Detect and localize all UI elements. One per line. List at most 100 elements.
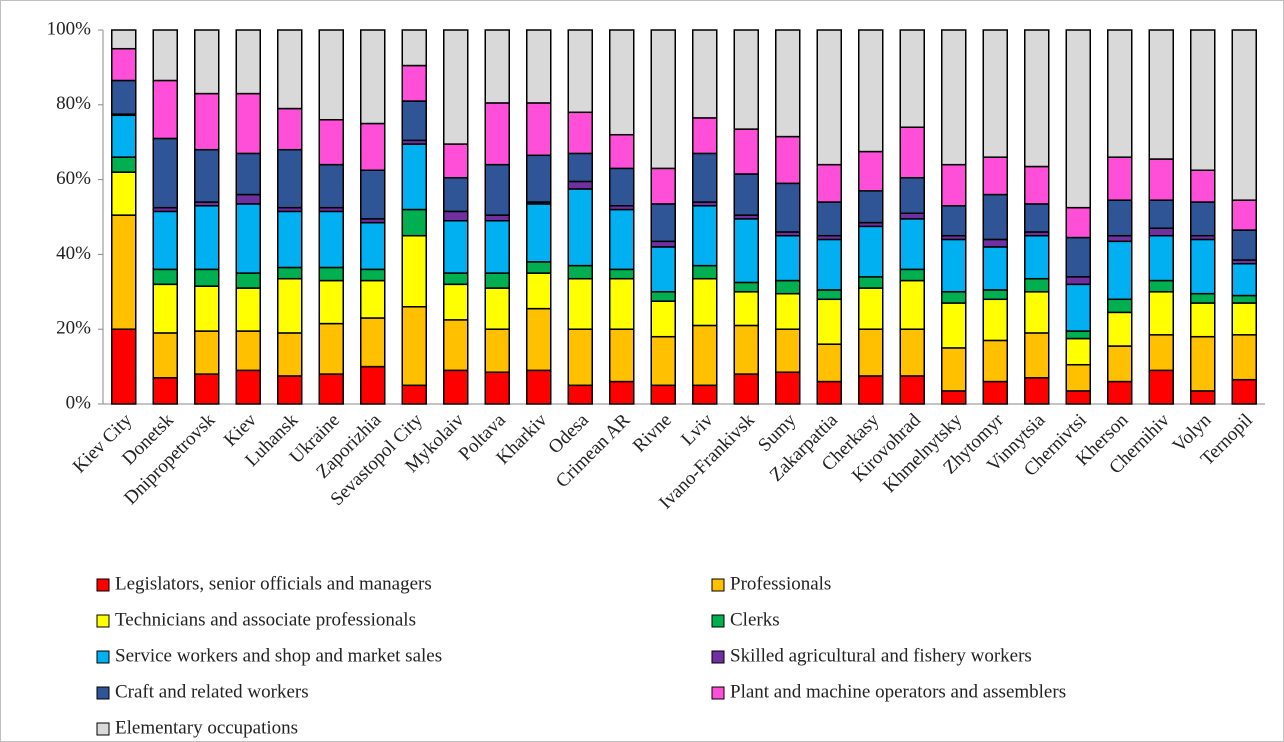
bar-segment [1024, 277, 1050, 293]
bar-segment [1231, 294, 1257, 304]
bar-segment [1107, 380, 1133, 405]
bar-segment [650, 300, 676, 338]
bar-segment [111, 171, 137, 216]
bar-segment [1107, 156, 1133, 201]
bar-segment [567, 111, 593, 155]
bar-segment [816, 380, 842, 405]
bar-segment [526, 29, 552, 104]
bar-segment [1065, 330, 1091, 340]
bar-segment [1107, 199, 1133, 237]
bar-segment [1148, 279, 1174, 293]
bar-segment [609, 328, 635, 383]
bar-segment [1107, 234, 1133, 243]
bar-segment [982, 339, 1008, 383]
bar-segment [1107, 29, 1133, 158]
legend-swatch [96, 578, 110, 592]
bar-segment [111, 328, 137, 405]
bar-segment [277, 332, 303, 377]
bar-segment [1024, 377, 1050, 405]
bar-segment [858, 225, 884, 278]
bar-segment [1231, 229, 1257, 261]
bar-segment [567, 180, 593, 190]
bar-segment [1190, 390, 1216, 405]
bar-segment [111, 156, 137, 173]
bar-segment [318, 373, 344, 405]
bar-segment [111, 114, 137, 158]
bar-segment [318, 29, 344, 121]
y-tick-label: 40% [56, 243, 91, 264]
bar-segment [775, 234, 801, 282]
bar-segment [235, 193, 261, 205]
bar-segment [609, 277, 635, 330]
bar-segment [816, 298, 842, 345]
bar-segment [360, 279, 386, 319]
bar-segment [1024, 203, 1050, 233]
bar-segment [775, 371, 801, 405]
bar-segment [775, 292, 801, 330]
bar-segment [318, 266, 344, 282]
bar-segment [858, 375, 884, 405]
bar-segment [858, 276, 884, 289]
bar-segment [609, 208, 635, 271]
bar-segment [1148, 158, 1174, 201]
bar-segment [318, 163, 344, 209]
bar-segment [567, 384, 593, 405]
bar-segment [775, 182, 801, 233]
bar-segment [982, 246, 1008, 291]
bar-segment [941, 302, 967, 349]
bar-segment [567, 29, 593, 114]
bar-segment [982, 29, 1008, 158]
bar-segment [816, 289, 842, 301]
bar-segment [650, 29, 676, 170]
bar-segment [1148, 334, 1174, 372]
bar-segment [194, 330, 220, 375]
bar-segment [318, 322, 344, 375]
legend-swatch [711, 686, 725, 700]
legend-swatch [711, 614, 725, 628]
bar-segment [443, 369, 469, 405]
bar-segment [692, 264, 718, 280]
bar-segment [443, 176, 469, 213]
legend-swatch [96, 722, 110, 736]
bar-segment [982, 193, 1008, 241]
bar-segment [235, 203, 261, 274]
bar-segment [235, 287, 261, 332]
bar-segment [277, 375, 303, 405]
bar-segment [1024, 234, 1050, 280]
legend-label: Service workers and shop and market sale… [115, 645, 442, 666]
legend-swatch [96, 614, 110, 628]
bar-segment [194, 92, 220, 151]
bar-segment [443, 143, 469, 179]
bar-segment [484, 219, 510, 274]
bar-segment [1065, 390, 1091, 405]
bar-segment [1231, 199, 1257, 231]
bar-segment [733, 324, 759, 375]
bar-segment [1065, 363, 1091, 392]
bar-segment [235, 29, 261, 95]
bar-segment [111, 47, 137, 82]
bar-segment [1231, 334, 1257, 381]
bar-segment [692, 117, 718, 155]
bar-segment [1190, 169, 1216, 203]
bar-segment [899, 212, 925, 220]
bar-segment [1190, 201, 1216, 237]
bar-segment [360, 365, 386, 405]
bar-segment [858, 29, 884, 153]
bar-segment [609, 167, 635, 207]
bar-segment [484, 272, 510, 289]
bar-segment [941, 29, 967, 166]
bar-segment [692, 277, 718, 327]
legend-label: Legislators, senior officials and manage… [115, 573, 432, 594]
bar-segment [609, 268, 635, 280]
bar-segment [277, 107, 303, 151]
legend-label: Elementary occupations [115, 717, 298, 738]
bar-segment [816, 201, 842, 237]
bar-segment [775, 29, 801, 138]
bar-segment [941, 390, 967, 405]
y-tick-label: 80% [56, 93, 91, 114]
bar-segment [858, 287, 884, 330]
bar-segment [194, 148, 220, 203]
bar-segment [733, 291, 759, 327]
bar-segment [1190, 335, 1216, 392]
legend-swatch [711, 650, 725, 664]
